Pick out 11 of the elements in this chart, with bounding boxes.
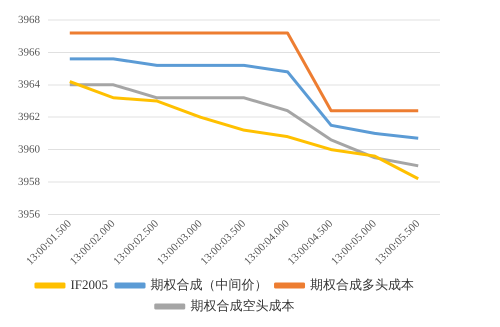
y-tick-label: 3960 [18,143,40,156]
legend-label: IF2005 [70,276,108,292]
legend-label: 期权合成（中间价） [150,276,268,292]
legend-label: 期权合成空头成本 [190,298,294,313]
y-tick-label: 3962 [18,111,40,124]
y-tick-label: 3966 [18,46,40,58]
y-tick-label: 3968 [18,14,40,26]
legend-label: 期权合成多头成本 [310,276,414,292]
y-tick-label: 3964 [18,78,40,91]
y-tick-label: 3958 [18,176,40,188]
y-tick-label: 3956 [18,208,40,220]
